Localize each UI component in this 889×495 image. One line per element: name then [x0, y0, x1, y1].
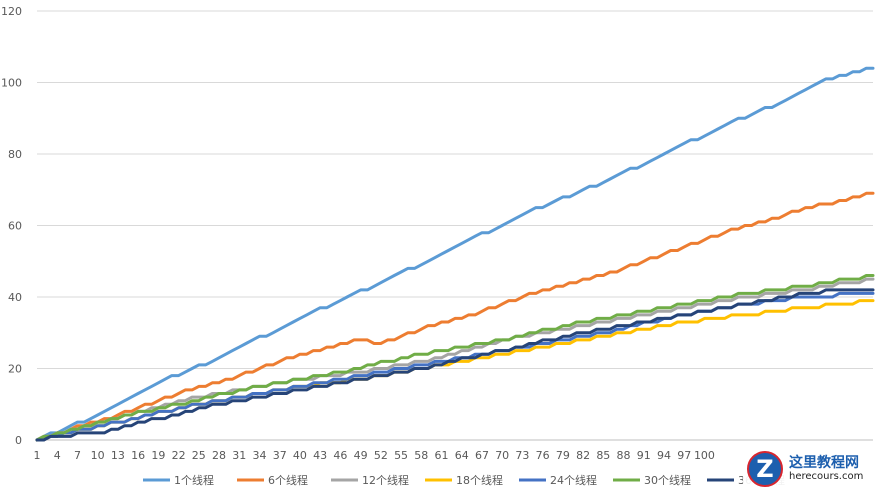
x-axis-tick-labels: 1 4 7 10 13 16 19 22 25 28 31 34 37 40 43 46 49 52 55 58 61 6…	[34, 449, 715, 462]
legend-label: 18个线程	[456, 473, 503, 487]
x-tick-label: 13	[111, 449, 125, 462]
x-tick-label: 40	[293, 449, 307, 462]
x-tick-label: 79	[556, 449, 570, 462]
legend: 1个线程6个线程12个线程18个线程24个线程30个线程36个线程	[143, 473, 785, 487]
x-tick-label: 28	[212, 449, 226, 462]
series-line-2	[35, 191, 875, 442]
x-tick-label: 31	[232, 449, 246, 462]
series-line-1	[35, 66, 875, 442]
series-line-3	[35, 277, 875, 442]
x-tick-label: 46	[333, 449, 347, 462]
y-tick-label: 120	[1, 5, 22, 18]
watermark-url: herecours.com	[789, 471, 864, 483]
x-tick-label: 16	[131, 449, 145, 462]
x-tick-label: 19	[151, 449, 165, 462]
x-tick-label: 88	[617, 449, 631, 462]
y-tick-label: 20	[8, 363, 22, 376]
x-tick-label: 76	[536, 449, 550, 462]
x-tick-label: 52	[374, 449, 388, 462]
x-tick-label: 67	[475, 449, 489, 462]
x-tick-label: 64	[455, 449, 469, 462]
x-tick-label: 22	[172, 449, 186, 462]
y-tick-label: 60	[8, 220, 22, 233]
x-tick-label: 49	[354, 449, 368, 462]
x-tick-label: 10	[91, 449, 105, 462]
y-tick-label: 100	[1, 77, 22, 90]
y-tick-label: 40	[8, 291, 22, 304]
x-tick-label: 7	[74, 449, 81, 462]
series-line-6	[35, 274, 875, 442]
legend-label: 6个线程	[268, 473, 308, 487]
x-tick-label: 82	[576, 449, 590, 462]
x-tick-label: 97	[677, 449, 691, 462]
x-tick-label: 55	[394, 449, 408, 462]
watermark-z-icon: Z	[747, 451, 783, 487]
x-tick-label: 91	[637, 449, 651, 462]
watermark-title: 这里教程网	[789, 455, 859, 472]
x-tick-label: 4	[54, 449, 61, 462]
legend-label: 1个线程	[174, 473, 214, 487]
legend-label: 30个线程	[644, 473, 691, 487]
y-tick-label: 80	[8, 148, 22, 161]
series-line-7	[35, 288, 875, 442]
x-tick-label: 43	[313, 449, 327, 462]
x-tick-label: 100	[694, 449, 715, 462]
x-tick-label: 37	[273, 449, 287, 462]
x-tick-label: 85	[596, 449, 610, 462]
x-tick-label: 1	[34, 449, 41, 462]
x-tick-label: 58	[414, 449, 428, 462]
x-tick-label: 34	[252, 449, 266, 462]
x-tick-label: 61	[435, 449, 449, 462]
watermark-text: 这里教程网 herecours.com	[789, 455, 863, 483]
x-tick-label: 70	[495, 449, 509, 462]
legend-label: 24个线程	[550, 473, 597, 487]
watermark-logo: Z 这里教程网 herecours.com	[743, 447, 883, 491]
gridlines	[37, 10, 873, 369]
x-tick-label: 73	[515, 449, 529, 462]
legend-label: 12个线程	[362, 473, 409, 487]
series-lines	[35, 66, 875, 442]
y-tick-label: 0	[15, 434, 22, 447]
y-axis-tick-labels: 0 20 40 60 80 100 120	[1, 5, 22, 447]
x-tick-label: 25	[192, 449, 206, 462]
x-tick-label: 94	[657, 449, 671, 462]
